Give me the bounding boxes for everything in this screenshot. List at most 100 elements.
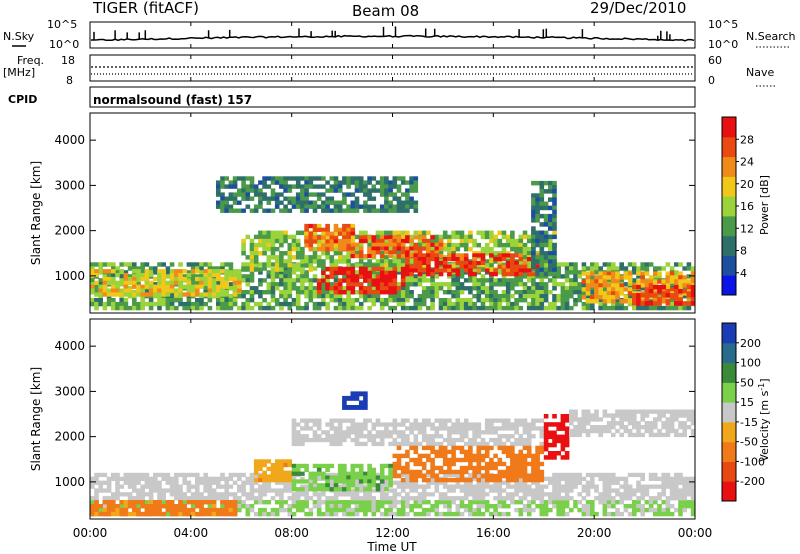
heatmap-cell	[505, 492, 511, 497]
heatmap-cell	[106, 288, 112, 293]
heatmap-cell	[363, 274, 368, 279]
heatmap-cell	[266, 478, 272, 483]
heatmap-cell	[678, 511, 683, 517]
heatmap-cell	[279, 488, 284, 493]
heatmap-cell	[388, 441, 393, 447]
heatmap-cell	[224, 476, 229, 481]
heatmap-cell	[106, 496, 112, 501]
heatmap-cell	[211, 492, 217, 497]
heatmap-cell	[468, 492, 473, 497]
heatmap-cell	[548, 242, 553, 248]
heatmap-cell	[321, 430, 326, 435]
heatmap-cell	[329, 507, 335, 513]
heatmap-cell	[615, 279, 620, 284]
heatmap-cell	[379, 259, 385, 264]
heatmap-cell	[518, 511, 524, 517]
heatmap-cell	[476, 286, 482, 291]
heatmap-cell	[400, 301, 406, 307]
heatmap-cell	[434, 453, 440, 459]
heatmap-cell	[169, 504, 175, 509]
heatmap-cell	[590, 283, 595, 288]
heatmap-cell	[484, 504, 490, 509]
heatmap-cell	[396, 188, 402, 193]
heatmap-cell	[451, 441, 456, 447]
heatmap-cell	[190, 305, 196, 311]
heatmap-cell	[249, 180, 255, 185]
heatmap-cell	[556, 476, 561, 481]
heatmap-cell	[371, 254, 377, 259]
heatmap-cell	[329, 480, 335, 485]
heatmap-cell	[548, 434, 553, 440]
heatmap-cell	[455, 496, 461, 501]
heatmap-cell	[358, 238, 364, 244]
heatmap-cell	[648, 496, 654, 501]
heatmap-cell	[136, 266, 141, 271]
heatmap-cell	[476, 242, 482, 248]
heatmap-cell	[564, 442, 570, 448]
heatmap-cell	[321, 208, 326, 213]
heatmap-cell	[493, 461, 498, 467]
heatmap-cell	[665, 511, 671, 517]
heatmap-cell	[291, 278, 297, 283]
heatmap-cell	[379, 422, 385, 427]
heatmap-cell	[291, 234, 297, 240]
heatmap-cell	[153, 500, 158, 505]
heatmap-cell	[619, 262, 624, 267]
heatmap-cell	[501, 282, 507, 287]
heatmap-cell	[526, 507, 532, 513]
heatmap-cell	[241, 188, 246, 193]
heatmap-cell	[505, 282, 511, 287]
heatmap-cell	[459, 500, 465, 505]
heatmap-cell	[417, 282, 423, 287]
heatmap-cell	[165, 476, 171, 481]
heatmap-cell	[438, 238, 444, 244]
heatmap-cell	[136, 278, 141, 283]
heatmap-cell	[132, 290, 137, 295]
heatmap-cell	[295, 246, 301, 252]
heatmap-cell	[241, 274, 246, 279]
heatmap-cell	[564, 286, 570, 291]
heatmap-cell	[333, 180, 339, 185]
heatmap-cell	[497, 253, 503, 258]
heatmap-cell	[518, 268, 524, 273]
heatmap-cell	[535, 461, 540, 467]
heatmap-cell	[505, 278, 511, 283]
heatmap-cell	[623, 484, 629, 489]
heatmap-cell	[392, 437, 398, 443]
heatmap-cell	[367, 235, 372, 240]
heatmap-cell	[661, 511, 666, 517]
heatmap-cell	[421, 477, 427, 483]
heatmap-cell	[300, 176, 305, 181]
heatmap-cell	[337, 286, 343, 291]
heatmap-cell	[472, 272, 477, 277]
heatmap-cell	[480, 457, 486, 463]
heatmap-cell	[405, 504, 410, 509]
heatmap-cell	[342, 504, 347, 509]
heatmap-cell	[400, 472, 406, 478]
heatmap-cell	[535, 271, 540, 277]
heatmap-cell	[564, 266, 570, 271]
heatmap-cell	[535, 504, 540, 509]
heatmap-cell	[258, 507, 263, 513]
heatmap-cell	[573, 472, 578, 478]
heatmap-cell	[573, 500, 578, 505]
heatmap-cell	[501, 511, 507, 517]
heatmap-cell	[581, 262, 587, 267]
heatmap-cell	[396, 176, 402, 181]
heatmap-cell	[354, 176, 360, 181]
heatmap-cell	[224, 208, 229, 213]
heatmap-cell	[661, 293, 666, 298]
heatmap-cell	[174, 504, 179, 509]
heatmap-cell	[375, 246, 381, 251]
heatmap-cell	[337, 467, 343, 472]
heatmap-cell	[354, 480, 360, 485]
heatmap-cell	[337, 184, 343, 189]
heatmap-cell	[363, 500, 368, 505]
heatmap-cell	[556, 434, 561, 440]
heatmap-cell	[615, 283, 620, 288]
heatmap-cell	[136, 301, 141, 307]
heatmap-cell	[564, 298, 570, 303]
heatmap-cell	[669, 293, 675, 298]
heatmap-cell	[132, 476, 137, 481]
heatmap-cell	[442, 268, 448, 273]
